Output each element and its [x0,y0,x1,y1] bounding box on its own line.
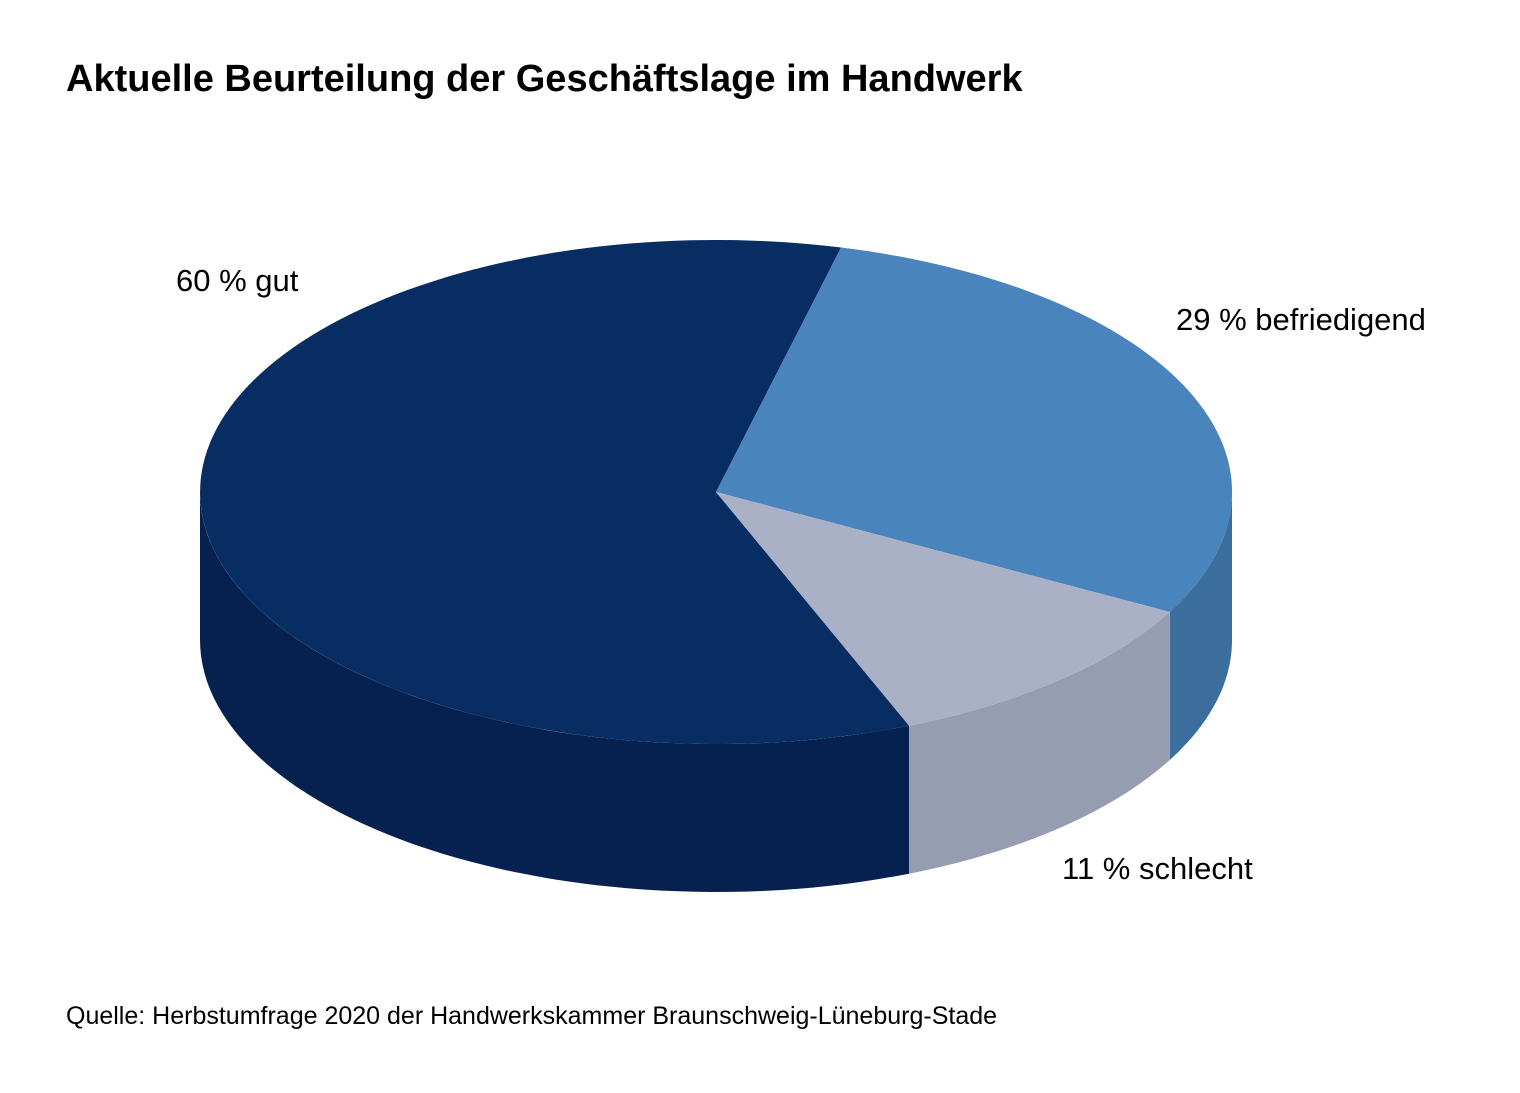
pie-side-befriedigend [1169,492,1232,760]
pie-labels: 60 % gut 29 % befriedigend 11 % schlecht [176,263,1426,886]
pie-slice-schlecht [716,492,1170,726]
pie-sides [200,492,1232,892]
pie-side-gut [200,492,910,892]
chart-title: Aktuelle Beurteilung der Geschäftslage i… [66,58,1023,100]
slice-label-schlecht: 11 % schlecht [1062,851,1253,886]
source-note: Quelle: Herbstumfrage 2020 der Handwerks… [66,1002,998,1030]
pie-slice-befriedigend [716,247,1233,612]
pie-slice-gut [200,239,910,744]
pie-side-schlecht [909,612,1170,874]
slice-label-gut: 60 % gut [176,263,299,298]
pie-top [200,239,1233,744]
slice-label-befriedigend: 29 % befriedigend [1176,302,1426,337]
